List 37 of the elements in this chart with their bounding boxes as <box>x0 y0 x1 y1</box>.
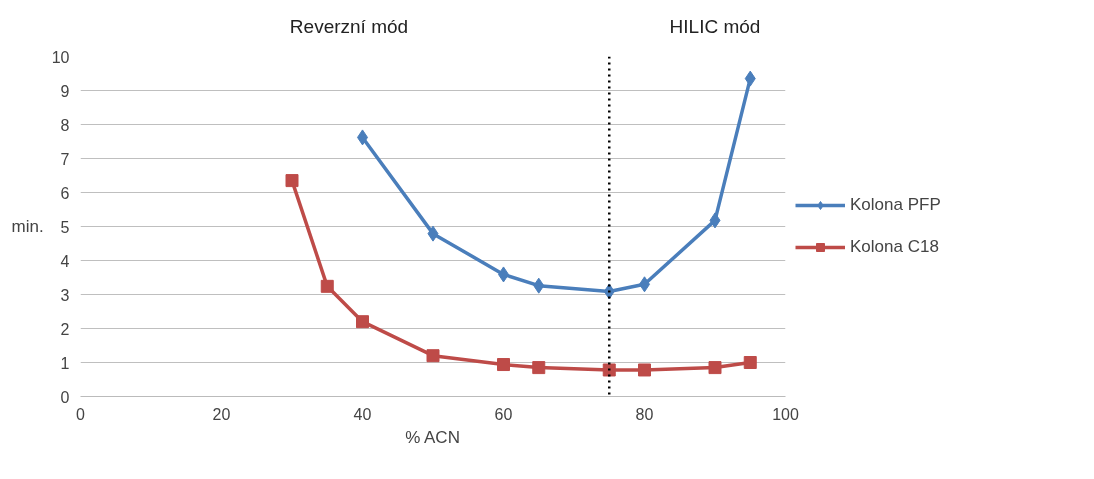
y-tick-label: 2 <box>60 320 70 338</box>
x-axis-title: % ACN <box>405 427 460 447</box>
legend-label: Kolona PFP <box>850 195 941 215</box>
y-tick-label: 4 <box>60 252 70 270</box>
y-tick-label: 3 <box>60 286 70 304</box>
point <box>709 212 721 229</box>
text: HILIC mód <box>669 15 761 39</box>
point <box>602 363 616 377</box>
point <box>356 315 369 329</box>
y-tick-label: 7 <box>60 150 70 168</box>
x-tick-label: 60 <box>494 405 513 423</box>
y-tick-label: 9 <box>60 82 70 100</box>
point <box>427 225 439 242</box>
point <box>497 358 510 372</box>
point <box>320 279 334 293</box>
point <box>426 349 440 363</box>
point <box>285 174 299 188</box>
text: Reverzní mód <box>289 15 409 39</box>
point <box>708 361 722 375</box>
point <box>743 356 757 369</box>
point <box>533 277 545 294</box>
point <box>638 363 651 377</box>
y-tick-label: 6 <box>60 184 70 202</box>
y-tick-label: 5 <box>60 218 70 236</box>
y-tick-label: 1 <box>60 354 70 372</box>
y-tick-label: 8 <box>60 116 70 134</box>
point <box>532 361 546 375</box>
x-tick-label: 0 <box>76 405 86 423</box>
y-tick-label: 10 <box>51 48 70 66</box>
legend-label: Kolona C18 <box>850 237 939 257</box>
x-tick-label: 20 <box>212 405 231 423</box>
y-axis-title: min. <box>11 217 44 236</box>
y-tick-label: 0 <box>60 388 70 406</box>
x-tick-label: 40 <box>353 405 372 423</box>
x-tick-label: 100 <box>772 405 799 423</box>
x-tick-label: 80 <box>635 405 654 423</box>
point <box>744 70 756 87</box>
